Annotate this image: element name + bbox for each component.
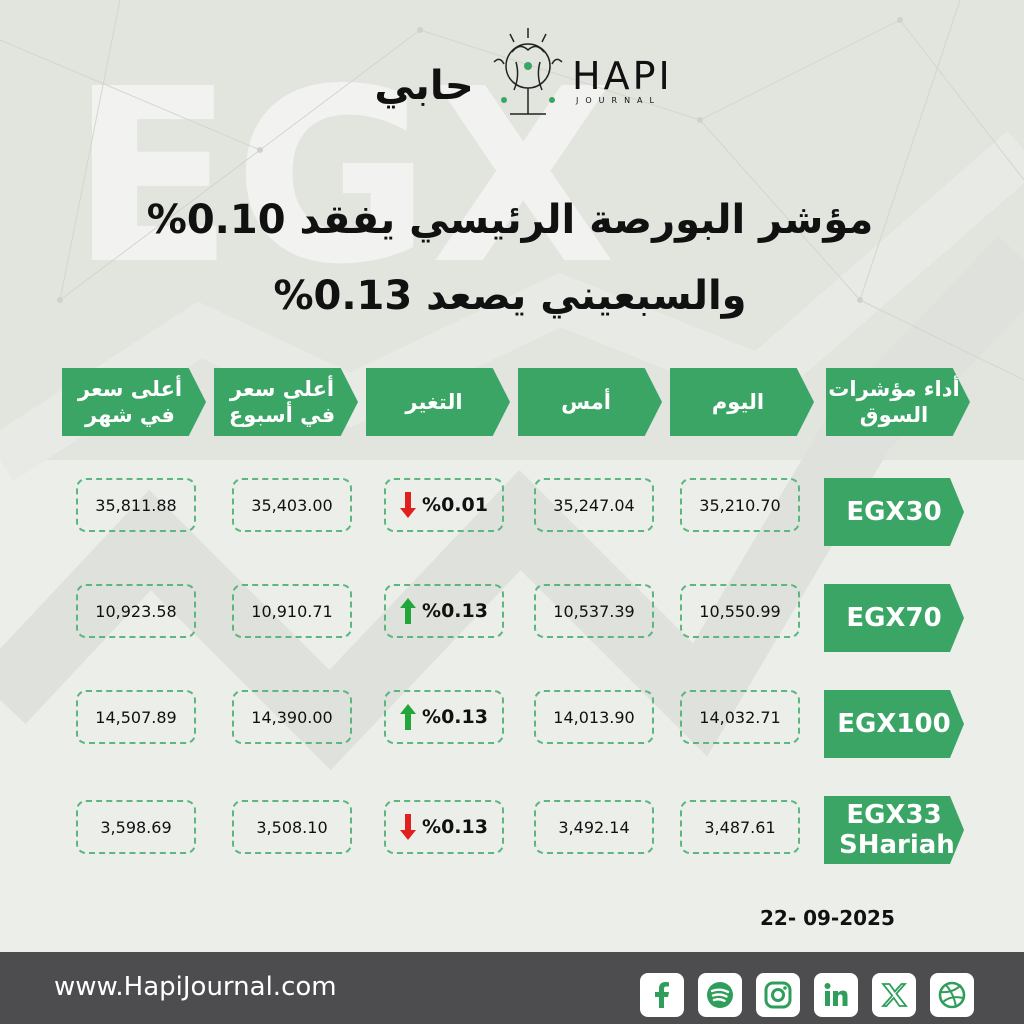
row-label-egx100: EGX100	[824, 690, 964, 758]
cell-week-high: 10,910.71	[232, 584, 352, 638]
facebook-button[interactable]	[640, 973, 684, 1017]
cell-today: 14,032.71	[680, 690, 800, 744]
x-button[interactable]	[872, 973, 916, 1017]
dribbble-icon	[938, 981, 966, 1009]
row-label-text: EGX33 SHariah	[839, 800, 955, 860]
header-yesterday-label: أمس	[561, 390, 611, 414]
header-week-high: أعلى سعر في أسبوع	[214, 368, 358, 436]
cell-yesterday: 3,492.14	[534, 800, 654, 854]
change-value: %0.01	[422, 494, 488, 516]
cell-yesterday: 14,013.90	[534, 690, 654, 744]
header-month-high-label: أعلى سعر في شهر	[77, 377, 183, 427]
cell-month-high: 35,811.88	[76, 478, 196, 532]
linkedin-button[interactable]	[814, 973, 858, 1017]
report-date: 22- 09-2025	[760, 906, 895, 930]
instagram-button[interactable]	[756, 973, 800, 1017]
x-icon	[881, 983, 908, 1007]
cell-week-high: 35,403.00	[232, 478, 352, 532]
cell-yesterday: 35,247.04	[534, 478, 654, 532]
cell-yesterday: 10,537.39	[534, 584, 654, 638]
logo-emblem-icon	[493, 28, 563, 115]
logo-english-title: HAPI	[572, 54, 673, 98]
row-label-text: EGX100	[837, 709, 951, 739]
headline-line-1: مؤشر البورصة الرئيسي يفقد 0.10%	[146, 197, 874, 243]
cell-today: 3,487.61	[680, 800, 800, 854]
header-indices-label: أداء مؤشرات السوق	[828, 377, 960, 427]
dribbble-button[interactable]	[930, 973, 974, 1017]
row-label-egx70: EGX70	[824, 584, 964, 652]
svg-text:EGX: EGX	[70, 37, 616, 317]
logo-english: HAPI JOURNAL	[572, 56, 672, 108]
logo-english-subtitle: JOURNAL	[576, 96, 661, 105]
cell-change: %0.01	[384, 478, 504, 532]
arrow-up-icon	[400, 704, 417, 730]
cell-week-high: 14,390.00	[232, 690, 352, 744]
website-link[interactable]: www.HapiJournal.com	[54, 972, 337, 1002]
linkedin-icon	[824, 983, 848, 1006]
cell-month-high: 14,507.89	[76, 690, 196, 744]
spotify-button[interactable]	[698, 973, 742, 1017]
facebook-icon	[655, 982, 669, 1008]
change-value: %0.13	[422, 706, 488, 728]
headline-line-2: والسبعيني يصعد 0.13%	[273, 273, 747, 319]
header-yesterday: أمس	[518, 368, 662, 436]
cell-change: %0.13	[384, 584, 504, 638]
cell-change: %0.13	[384, 690, 504, 744]
cell-change: %0.13	[384, 800, 504, 854]
cell-today: 35,210.70	[680, 478, 800, 532]
cell-month-high: 3,598.69	[76, 800, 196, 854]
change-value: %0.13	[422, 816, 488, 838]
cell-today: 10,550.99	[680, 584, 800, 638]
change-value: %0.13	[422, 600, 488, 622]
row-label-text: EGX70	[846, 603, 942, 633]
header-month-high: أعلى سعر في شهر	[62, 368, 206, 436]
arrow-up-icon	[400, 598, 417, 624]
cell-month-high: 10,923.58	[76, 584, 196, 638]
header-today: اليوم	[670, 368, 814, 436]
arrow-down-icon	[400, 492, 417, 518]
header-week-high-label: أعلى سعر في أسبوع	[228, 377, 336, 427]
header-today-label: اليوم	[711, 390, 765, 414]
header-change: التغير	[366, 368, 510, 436]
logo-arabic: حابي	[374, 63, 474, 109]
row-label-egx33-shariah: EGX33 SHariah	[824, 796, 964, 864]
row-label-egx30: EGX30	[824, 478, 964, 546]
cell-week-high: 3,508.10	[232, 800, 352, 854]
header-indices: أداء مؤشرات السوق	[826, 368, 970, 436]
spotify-icon	[707, 982, 733, 1008]
row-label-text: EGX30	[846, 497, 942, 527]
header-change-label: التغير	[405, 390, 463, 414]
arrow-down-icon	[400, 814, 417, 840]
instagram-icon	[764, 981, 792, 1009]
